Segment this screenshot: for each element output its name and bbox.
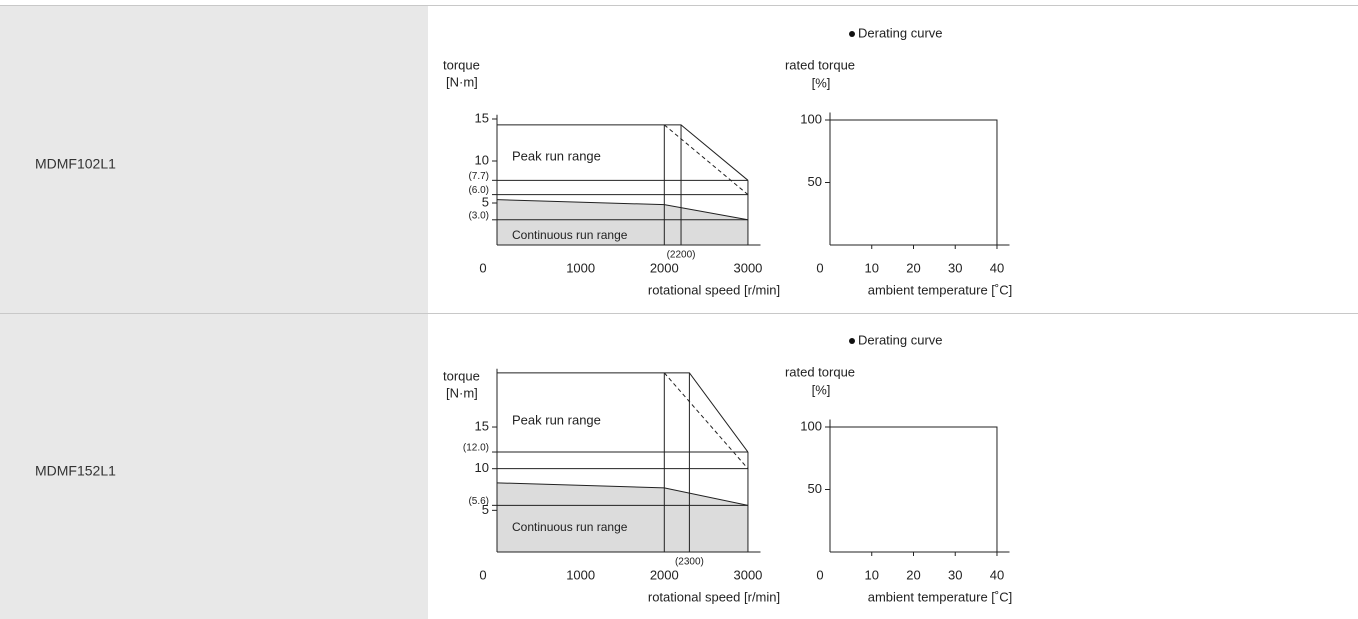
region-label: Continuous run range [512, 520, 628, 534]
y-tick-label: 5 [482, 502, 489, 517]
y-axis-label: torque [443, 368, 480, 383]
y-tick-label: (6.0) [468, 185, 489, 196]
region-label: Peak run range [512, 148, 601, 163]
continuous-curve [496, 482, 749, 506]
x-tick-label: 10 [865, 567, 879, 582]
y-tick-label: 50 [808, 481, 822, 496]
x-tick-label: 1000 [566, 260, 595, 275]
peak-curve [497, 124, 749, 181]
y-tick-label: (3.0) [468, 210, 489, 221]
region-label: Continuous run range [512, 228, 628, 242]
y-axis-unit: [%] [812, 382, 831, 397]
peak-dashed-curve [663, 372, 749, 470]
x-tick-label: 40 [990, 567, 1004, 582]
y-tick-label: 10 [475, 460, 489, 475]
x-tick-label: 3000 [733, 567, 762, 582]
label-column [0, 5, 428, 619]
region-label: Peak run range [512, 412, 601, 427]
x-tick-label: 0 [479, 567, 486, 582]
y-axis-label: rated torque [785, 57, 855, 72]
y-tick-label: (7.7) [468, 171, 489, 182]
derating-curve [830, 426, 998, 552]
y-tick-label: (5.6) [468, 496, 489, 507]
y-tick-label: 50 [808, 174, 822, 189]
continuous-area [497, 199, 748, 245]
x-tick-label: 40 [990, 260, 1004, 275]
model-name: MDMF152L1 [35, 463, 116, 479]
bullet [849, 31, 855, 37]
y-tick-label: 10 [475, 152, 489, 167]
y-axis-label: rated torque [785, 364, 855, 379]
chart-title: Derating curve [858, 25, 943, 40]
x-tick-label: 10 [865, 260, 879, 275]
y-axis-unit: [N·m] [446, 385, 478, 400]
y-axis-unit: [N·m] [446, 74, 478, 89]
y-tick-label: 100 [800, 111, 822, 126]
x-tick-label: (2300) [675, 557, 704, 568]
x-axis-label: ambient temperature [˚C] [868, 589, 1013, 604]
x-tick-label: 30 [948, 567, 962, 582]
x-axis-label: ambient temperature [˚C] [868, 282, 1013, 297]
y-tick-label: 5 [482, 194, 489, 209]
derating-curve [830, 119, 998, 245]
y-tick-label: 15 [475, 110, 489, 125]
x-tick-label: 30 [948, 260, 962, 275]
model-name: MDMF102L1 [35, 156, 116, 172]
peak-dashed-curve [663, 124, 749, 195]
x-tick-label: 2000 [650, 567, 679, 582]
x-tick-label: 20 [906, 567, 920, 582]
y-axis-unit: [%] [812, 75, 831, 90]
bullet [849, 338, 855, 344]
y-tick-label: 100 [800, 418, 822, 433]
x-tick-label: 20 [906, 260, 920, 275]
x-tick-label: 0 [816, 260, 823, 275]
x-tick-label: 0 [479, 260, 486, 275]
y-tick-label: 15 [475, 418, 489, 433]
x-axis-label: rotational speed [r/min] [648, 589, 780, 604]
continuous-curve [496, 199, 749, 221]
continuous-area [497, 482, 748, 552]
y-axis-label: torque [443, 57, 480, 72]
x-tick-label: 3000 [733, 260, 762, 275]
peak-curve [497, 372, 749, 453]
x-tick-label: (2200) [667, 250, 696, 261]
x-axis-label: rotational speed [r/min] [648, 282, 780, 297]
y-tick-label: (12.0) [463, 443, 489, 454]
chart-title: Derating curve [858, 332, 943, 347]
x-tick-label: 2000 [650, 260, 679, 275]
x-tick-label: 1000 [566, 567, 595, 582]
x-tick-label: 0 [816, 567, 823, 582]
